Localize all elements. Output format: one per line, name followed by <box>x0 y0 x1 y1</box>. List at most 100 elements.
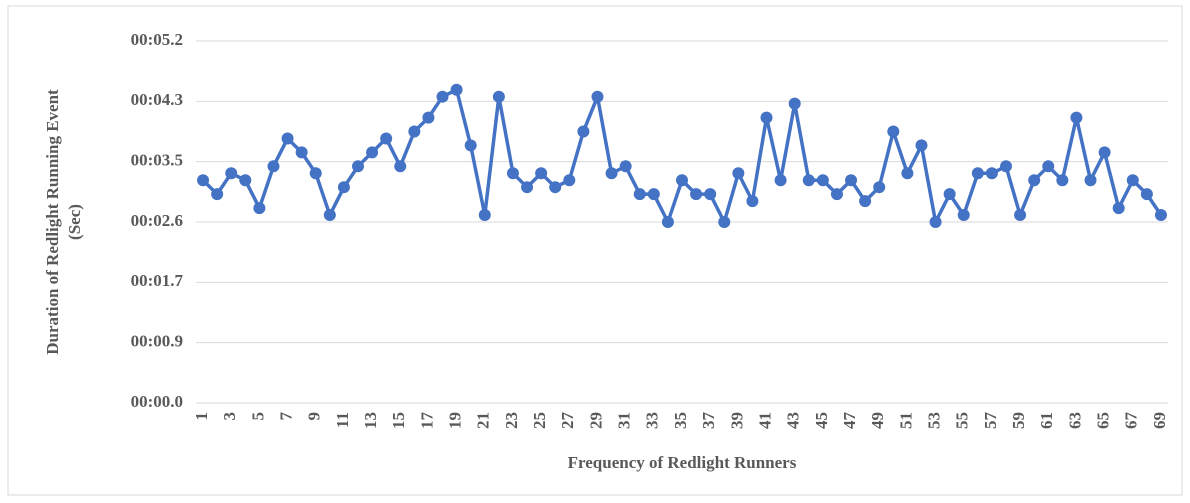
point <box>352 160 364 173</box>
point <box>281 132 294 145</box>
point <box>1028 174 1041 187</box>
point <box>366 146 379 159</box>
point <box>887 125 900 138</box>
point <box>211 188 224 201</box>
point <box>704 188 717 201</box>
x-tick-label: 47 <box>840 412 859 430</box>
x-tick-label: 9 <box>305 412 324 421</box>
point <box>1098 146 1111 159</box>
point <box>985 167 998 180</box>
point <box>380 132 393 145</box>
x-tick-label: 51 <box>896 412 915 429</box>
x-tick-label: 25 <box>530 412 549 429</box>
point <box>943 188 956 201</box>
point <box>816 174 829 187</box>
point <box>323 209 336 222</box>
x-tick-label: 65 <box>1094 412 1113 429</box>
y-tick-label: 00:03.5 <box>131 151 183 170</box>
point <box>760 111 773 124</box>
y-axis-title: (Sec) <box>65 204 84 240</box>
point <box>859 195 872 208</box>
x-tick-label: 5 <box>248 412 267 421</box>
x-tick-label: 45 <box>812 412 831 429</box>
x-tick-label: 3 <box>220 412 239 421</box>
point <box>253 202 266 215</box>
point <box>1056 174 1069 187</box>
point <box>549 181 562 194</box>
point <box>1084 174 1097 187</box>
x-tick-label: 59 <box>1009 412 1028 429</box>
point <box>239 174 252 187</box>
point <box>802 174 815 187</box>
y-tick-label: 00:05.2 <box>131 30 183 49</box>
chart-border <box>7 5 1183 496</box>
x-tick-label: 7 <box>276 412 295 421</box>
x-tick-label: 57 <box>981 412 1000 430</box>
point <box>464 139 477 152</box>
y-axis-title: Duration of Redlight Running Event <box>43 89 62 355</box>
x-tick-label: 35 <box>671 412 690 429</box>
x-tick-label: 43 <box>784 412 803 429</box>
point <box>732 167 745 180</box>
point <box>718 216 731 228</box>
point <box>408 125 421 138</box>
point <box>774 174 787 187</box>
point <box>337 181 350 194</box>
x-tick-label: 41 <box>755 412 774 429</box>
point <box>394 160 407 173</box>
point <box>647 188 660 201</box>
x-tick-label: 55 <box>953 412 972 429</box>
point <box>450 83 463 96</box>
x-tick-label: 31 <box>615 412 634 429</box>
point <box>422 111 435 124</box>
point <box>1112 202 1125 215</box>
point <box>563 174 576 187</box>
x-tick-label: 49 <box>868 412 887 429</box>
point <box>225 167 238 180</box>
y-tick-label: 00:00.9 <box>131 332 183 351</box>
point <box>605 167 618 180</box>
point <box>690 188 703 201</box>
x-tick-label: 11 <box>333 412 352 428</box>
point <box>521 181 534 194</box>
point <box>267 160 280 173</box>
x-tick-label: 63 <box>1065 412 1084 429</box>
point <box>1154 209 1167 222</box>
point <box>1140 188 1153 201</box>
y-tick-label: 00:00.0 <box>131 392 183 411</box>
point <box>676 174 688 187</box>
point <box>633 188 646 201</box>
point <box>577 125 590 138</box>
x-axis-title: Frequency of Redlight Runners <box>568 453 797 472</box>
point <box>873 181 886 194</box>
point <box>506 167 519 180</box>
point <box>492 90 505 103</box>
point <box>915 139 928 152</box>
point <box>1000 160 1012 173</box>
point <box>661 216 674 228</box>
x-tick-label: 39 <box>727 412 746 429</box>
x-tick-label: 21 <box>474 412 493 429</box>
point <box>788 97 801 110</box>
x-tick-label: 13 <box>361 412 380 429</box>
point <box>309 167 322 180</box>
x-tick-label: 1 <box>192 412 211 421</box>
x-tick-label: 17 <box>417 412 436 430</box>
point <box>197 174 210 187</box>
x-tick-label: 69 <box>1150 412 1169 429</box>
point <box>746 195 759 208</box>
x-tick-label: 15 <box>389 412 408 429</box>
x-tick-label: 23 <box>502 412 521 429</box>
point <box>1014 209 1027 222</box>
x-tick-label: 37 <box>699 412 718 430</box>
point <box>971 167 984 180</box>
point <box>929 216 942 228</box>
point <box>295 146 308 159</box>
point <box>1042 160 1055 173</box>
x-tick-label: 53 <box>924 412 943 429</box>
y-tick-label: 00:02.6 <box>131 211 183 230</box>
x-tick-label: 19 <box>446 412 465 429</box>
point <box>830 188 843 201</box>
point <box>619 160 632 173</box>
